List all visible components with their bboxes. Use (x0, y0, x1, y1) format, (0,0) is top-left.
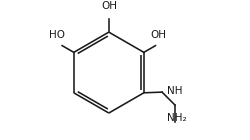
Text: OH: OH (150, 31, 166, 40)
Text: HO: HO (49, 31, 65, 40)
Text: NH: NH (168, 86, 183, 96)
Text: NH₂: NH₂ (168, 113, 187, 123)
Text: OH: OH (102, 1, 117, 11)
